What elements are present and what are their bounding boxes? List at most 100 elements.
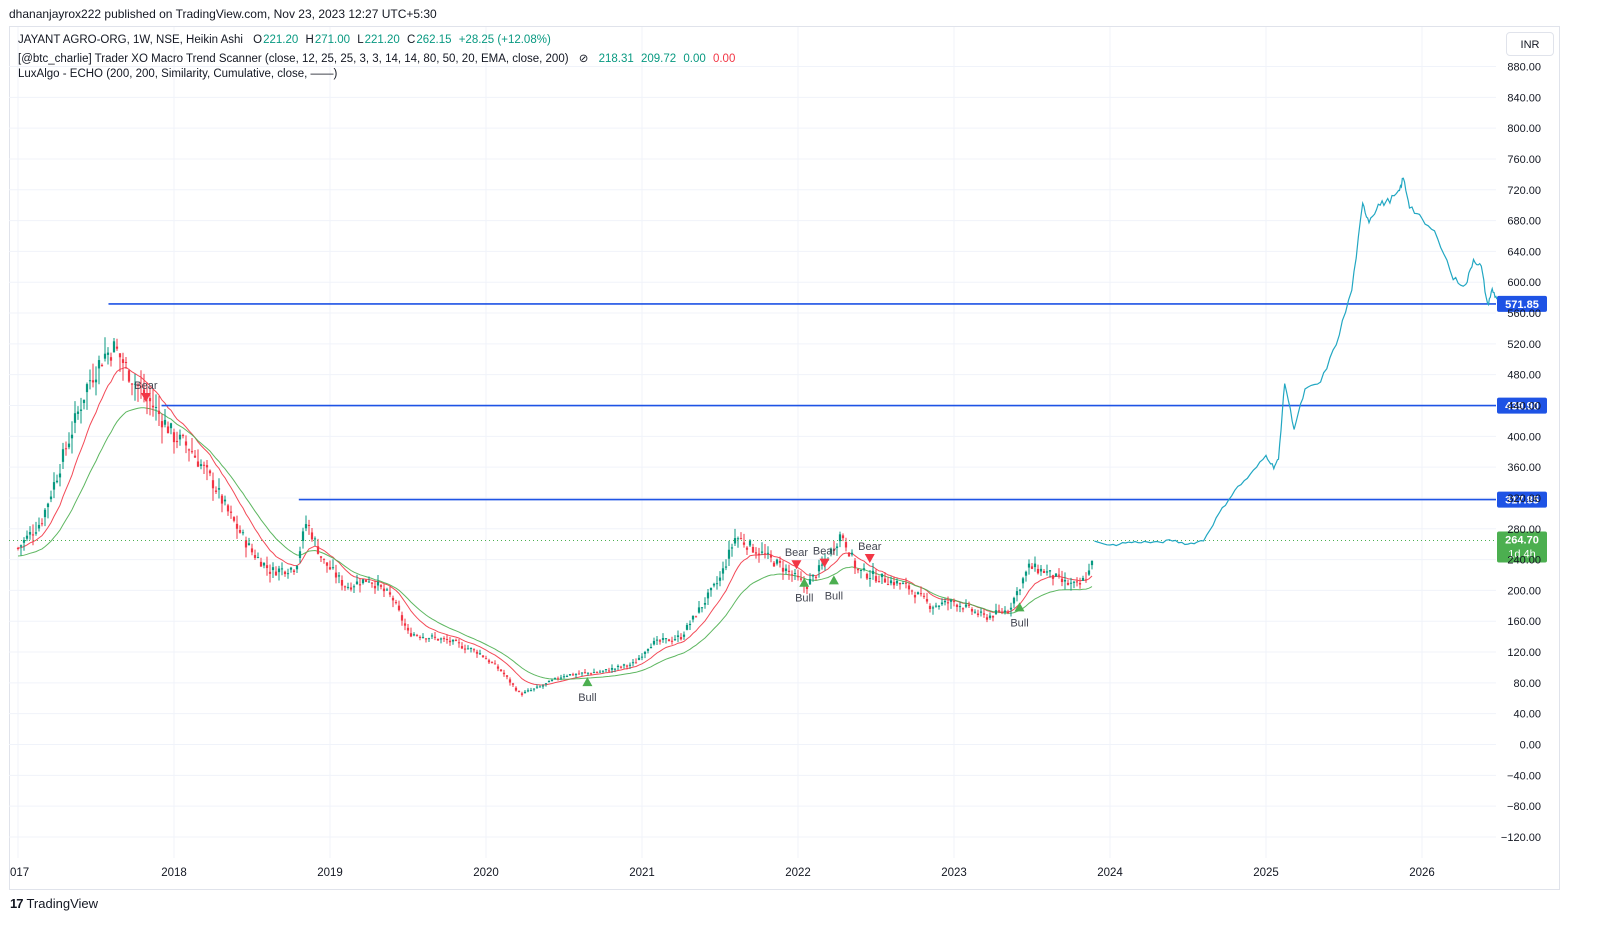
candle [385, 587, 389, 592]
level-price-label: 571.85 [1505, 299, 1539, 311]
price-tick-label: 520.00 [1507, 339, 1541, 351]
change-value: +28.25 (+12.08%) [458, 34, 551, 46]
horizontal-levels[interactable]: 571.85 439.90 317.85 264.70 1d 4h [9, 295, 1547, 563]
level-price-label: 317.85 [1505, 495, 1539, 507]
time-axis[interactable]: 017 2018 2019 2020 2021 2022 2023 2024 2025 2026 [10, 867, 1435, 879]
candle [541, 684, 545, 689]
indicator-name[interactable]: [@btc_charlie] Trader XO Macro Trend Sca… [18, 53, 569, 65]
candle [649, 643, 653, 649]
candle-body [730, 547, 734, 549]
candle-body [748, 540, 752, 546]
candle-body [937, 605, 941, 607]
candle [67, 432, 71, 450]
candle-body [334, 572, 338, 578]
symbol-legend[interactable]: JAYANT AGRO-ORG, 1W, NSE, Heikin Ashi O2… [18, 34, 555, 46]
candle-body [565, 675, 569, 677]
price-tick-label: 640.00 [1507, 246, 1541, 258]
candle [976, 609, 980, 618]
bull-label: Bull [795, 593, 813, 605]
candle [382, 584, 386, 598]
candle [862, 563, 866, 572]
candle [658, 638, 662, 645]
level-571.85[interactable]: 571.85 [108, 295, 1547, 312]
candle [847, 552, 851, 557]
candle [832, 540, 836, 556]
candle-body [724, 566, 728, 568]
candle [829, 547, 833, 557]
candle-body [625, 665, 629, 667]
low-label: L [357, 34, 364, 46]
candle [775, 558, 779, 566]
candle-body [265, 565, 269, 569]
candle [892, 576, 896, 589]
candle [1075, 577, 1079, 587]
candle-body [94, 379, 98, 383]
current-price-label: 264.70 [1505, 535, 1539, 547]
bear-triangle-icon [819, 558, 830, 568]
candle [1027, 559, 1031, 575]
candle-body [136, 384, 140, 386]
candle-body [1066, 582, 1070, 585]
candle-body [262, 562, 266, 566]
signal-markers: Bear Bull Bear Bull Bear Bull Bear Bull [134, 380, 1028, 704]
candle-body [973, 611, 977, 613]
candle [754, 547, 758, 559]
candle-body [184, 441, 188, 446]
chart-pane[interactable] [9, 26, 1560, 890]
indicator-legend-echo[interactable]: LuxAlgo - ECHO (200, 200, Similarity, Cu… [18, 68, 337, 80]
level-439.90[interactable]: 439.90 [161, 397, 1547, 414]
candle [424, 637, 428, 643]
currency-button[interactable]: INR [1506, 32, 1554, 56]
eye-off-icon[interactable]: ⊘ [578, 53, 589, 65]
level-317.85[interactable]: 317.85 [298, 491, 1547, 508]
candle [262, 562, 266, 569]
candle [985, 613, 989, 623]
candle-body [832, 549, 836, 551]
candle-body [988, 615, 992, 618]
candle-body [400, 615, 404, 621]
candle [40, 518, 44, 527]
candle-body [181, 435, 185, 437]
candle [112, 338, 116, 353]
candle [511, 682, 515, 687]
candle-body [250, 548, 254, 553]
candle [148, 387, 152, 416]
candle-body [682, 634, 686, 637]
indicator-legend-trend-scanner[interactable]: [@btc_charlie] Trader XO Macro Trend Sca… [18, 51, 739, 65]
price-tick-label: 880.00 [1507, 62, 1541, 74]
candle [346, 582, 350, 590]
candle-body [157, 410, 161, 415]
candle-body [241, 532, 245, 534]
candle-body [358, 584, 362, 586]
indicator-name[interactable]: LuxAlgo - ECHO (200, 200, Similarity, Cu… [18, 68, 338, 80]
candle-body [271, 567, 275, 571]
candle [901, 581, 905, 585]
candle-body [946, 602, 950, 604]
symbol-name[interactable]: JAYANT AGRO-ORG, 1W, NSE, Heikin Ashi [18, 34, 243, 46]
candle [631, 658, 635, 667]
candle-body [907, 585, 911, 590]
candle [931, 605, 935, 615]
candle [538, 685, 542, 688]
tradingview-brand[interactable]: 17 TradingView [10, 896, 98, 911]
candle-body [562, 676, 566, 678]
candle-body [667, 639, 671, 642]
candle [559, 674, 563, 681]
candle [916, 591, 920, 595]
candle [1084, 572, 1088, 583]
candle [133, 373, 137, 401]
level-price-label: 439.90 [1505, 401, 1539, 413]
bear-triangle-icon [140, 393, 151, 403]
candle-body [85, 384, 89, 393]
candle-body [193, 455, 197, 458]
candle-body [373, 585, 377, 589]
candle-body [364, 579, 368, 582]
candle-body [994, 610, 998, 614]
candle-body [655, 639, 659, 641]
candle-body [331, 567, 335, 569]
candle-body [862, 568, 866, 570]
candle-body [106, 352, 110, 355]
price-axis[interactable]: 880.00 840.00 800.00 760.00 720.00 680.00 640.… [1501, 62, 1541, 844]
candle [850, 549, 854, 557]
